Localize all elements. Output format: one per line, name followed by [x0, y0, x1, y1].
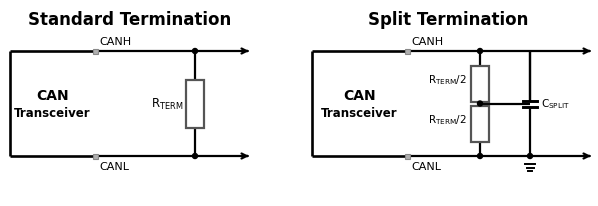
Bar: [186, 80, 204, 128]
Circle shape: [193, 49, 197, 54]
Text: R$_{\mathsf{TERM}}$/2: R$_{\mathsf{TERM}}$/2: [428, 113, 467, 127]
Text: CAN: CAN: [36, 88, 69, 102]
Bar: [404, 154, 410, 159]
Circle shape: [477, 154, 483, 159]
Text: CAN: CAN: [343, 88, 376, 102]
Text: Transceiver: Transceiver: [14, 107, 91, 119]
Text: Split Termination: Split Termination: [368, 11, 528, 29]
Bar: [93, 49, 97, 54]
Circle shape: [193, 154, 197, 159]
Text: R$_{\mathsf{TERM}}$: R$_{\mathsf{TERM}}$: [151, 96, 183, 111]
Text: Standard Termination: Standard Termination: [28, 11, 231, 29]
Bar: [404, 49, 410, 54]
Text: CANL: CANL: [411, 161, 441, 171]
Circle shape: [477, 49, 483, 54]
Text: CANL: CANL: [99, 161, 129, 171]
Text: CANH: CANH: [411, 37, 443, 47]
Bar: [471, 66, 489, 102]
Text: C$_{\mathsf{SPLIT}}$: C$_{\mathsf{SPLIT}}$: [541, 97, 570, 111]
Text: CANH: CANH: [99, 37, 131, 47]
Text: R$_{\mathsf{TERM}}$/2: R$_{\mathsf{TERM}}$/2: [428, 73, 467, 87]
Text: Transceiver: Transceiver: [321, 107, 398, 119]
Circle shape: [527, 154, 532, 159]
Circle shape: [477, 102, 483, 107]
Bar: [93, 154, 97, 159]
Bar: [471, 106, 489, 142]
